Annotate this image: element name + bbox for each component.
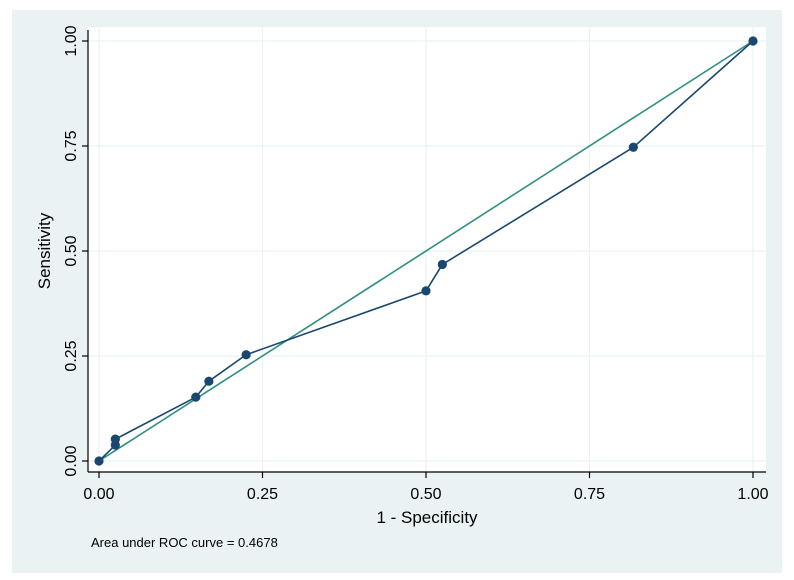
roc-point-5 bbox=[241, 350, 251, 360]
y-tick-label-2: 0.50 bbox=[63, 235, 80, 266]
roc-point-4 bbox=[204, 376, 214, 386]
roc-point-8 bbox=[628, 142, 638, 152]
x-tick-label-2: 0.50 bbox=[410, 486, 441, 503]
x-tick-label-3: 0.75 bbox=[574, 486, 605, 503]
x-tick-label-0: 0.00 bbox=[83, 486, 114, 503]
y-axis-title: Sensitivity bbox=[35, 212, 54, 289]
axes: 0.00 0.25 0.50 0.75 1.00 0.00 0.25 0.50 0.75 1.00 bbox=[63, 25, 769, 503]
x-axis-title: 1 - Specificity bbox=[376, 508, 478, 527]
roc-point-3 bbox=[191, 392, 201, 402]
roc-point-7 bbox=[437, 259, 447, 270]
roc-point-0 bbox=[94, 456, 104, 466]
y-tick-label-3: 0.75 bbox=[63, 130, 80, 161]
y-tick-label-1: 0.25 bbox=[63, 340, 80, 371]
roc-point-2 bbox=[110, 434, 120, 444]
reference-line bbox=[98, 40, 754, 462]
auc-annotation: Area under ROC curve = 0.4678 bbox=[91, 535, 278, 550]
series bbox=[94, 36, 758, 466]
roc-point-6 bbox=[421, 286, 431, 296]
roc-point-9 bbox=[748, 36, 758, 46]
x-tick-label-1: 0.25 bbox=[247, 486, 278, 503]
y-tick-label-0: 0.00 bbox=[63, 445, 80, 476]
x-tick-label-4: 1.00 bbox=[737, 486, 768, 503]
y-tick-label-4: 1.00 bbox=[63, 25, 80, 56]
